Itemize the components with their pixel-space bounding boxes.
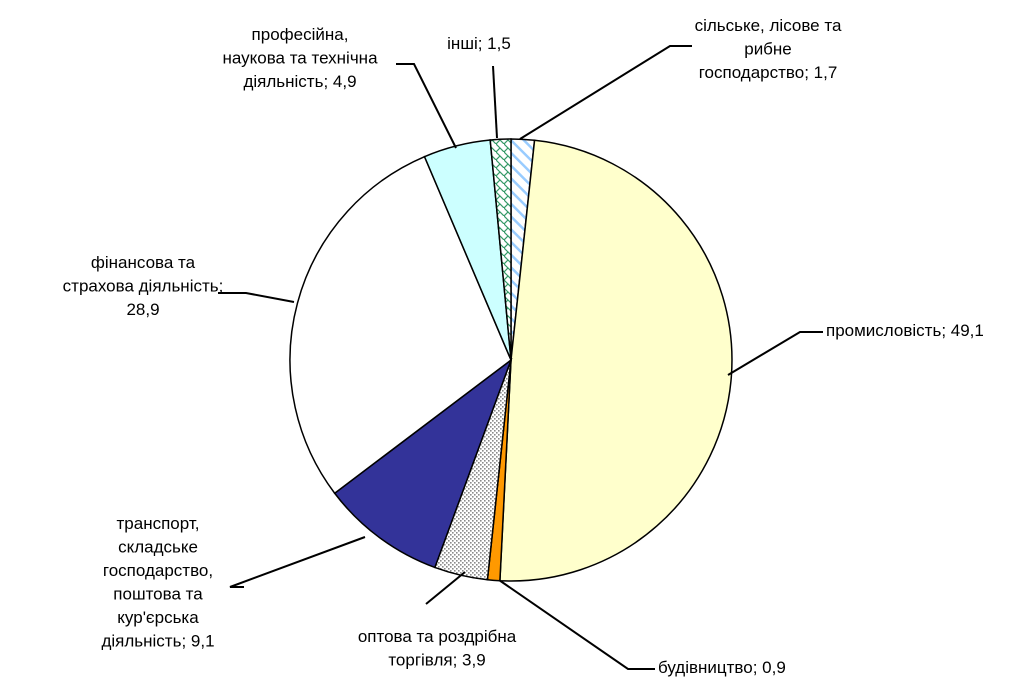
data-label-line: фінансова та bbox=[91, 253, 196, 272]
data-label-line: страхова діяльність; bbox=[63, 277, 224, 296]
data-label: транспорт, складське господарство, поштова … bbox=[101, 514, 214, 651]
leader-line bbox=[229, 536, 366, 588]
data-label-line: інші; 1,5 bbox=[447, 34, 511, 53]
pie-slice bbox=[499, 139, 733, 582]
data-label-line: поштова та bbox=[113, 585, 203, 604]
data-label-line: 28,9 bbox=[126, 300, 159, 319]
data-label-line: кур'єрська bbox=[117, 608, 199, 627]
data-label: сільське, лісове та рибне господарство; 1,… bbox=[695, 16, 842, 82]
data-label-line: професійна, bbox=[252, 25, 349, 44]
data-label-line: сільське, лісове та bbox=[695, 16, 842, 35]
data-label-line: складське bbox=[118, 538, 198, 557]
data-label-line: господарство; 1,7 bbox=[699, 63, 838, 82]
data-label: промисловість; 49,1 bbox=[826, 321, 984, 340]
data-label: фінансова та страхова діяльність; 28,9 bbox=[63, 253, 224, 319]
data-label-line: оптова та роздрібна bbox=[358, 627, 517, 646]
data-labels: сільське, лісове та рибне господарство; 1,… bbox=[63, 16, 984, 677]
data-label-line: промисловість; 49,1 bbox=[826, 321, 984, 340]
leader-line bbox=[492, 65, 498, 139]
pie-slice bbox=[289, 155, 512, 495]
leader-line bbox=[727, 331, 823, 376]
data-label-line: торгівля; 3,9 bbox=[388, 651, 485, 670]
data-label-line: рибне bbox=[744, 40, 792, 59]
leader-line bbox=[396, 63, 457, 149]
data-label: інші; 1,5 bbox=[447, 34, 511, 53]
data-label-line: транспорт, bbox=[117, 514, 200, 533]
data-label-line: будівництво; 0,9 bbox=[658, 658, 786, 677]
leader-line bbox=[519, 45, 692, 140]
data-label-line: наукова та технічна bbox=[222, 49, 378, 68]
leader-line bbox=[498, 579, 655, 670]
data-label: будівництво; 0,9 bbox=[658, 658, 786, 677]
leader-line bbox=[218, 292, 295, 303]
leader-line bbox=[425, 571, 466, 605]
data-label: оптова та роздрібна торгівля; 3,9 bbox=[358, 627, 517, 670]
data-label-line: діяльність; 4,9 bbox=[243, 72, 356, 91]
data-label-line: господарство, bbox=[103, 561, 213, 580]
data-label: професійна, наукова та технічна діяльність… bbox=[222, 25, 378, 91]
pie-slices bbox=[289, 138, 733, 582]
pie-slice bbox=[333, 357, 513, 569]
data-label-line: діяльність; 9,1 bbox=[101, 632, 214, 651]
pie-slice bbox=[489, 138, 512, 361]
label-leaders bbox=[218, 45, 823, 670]
